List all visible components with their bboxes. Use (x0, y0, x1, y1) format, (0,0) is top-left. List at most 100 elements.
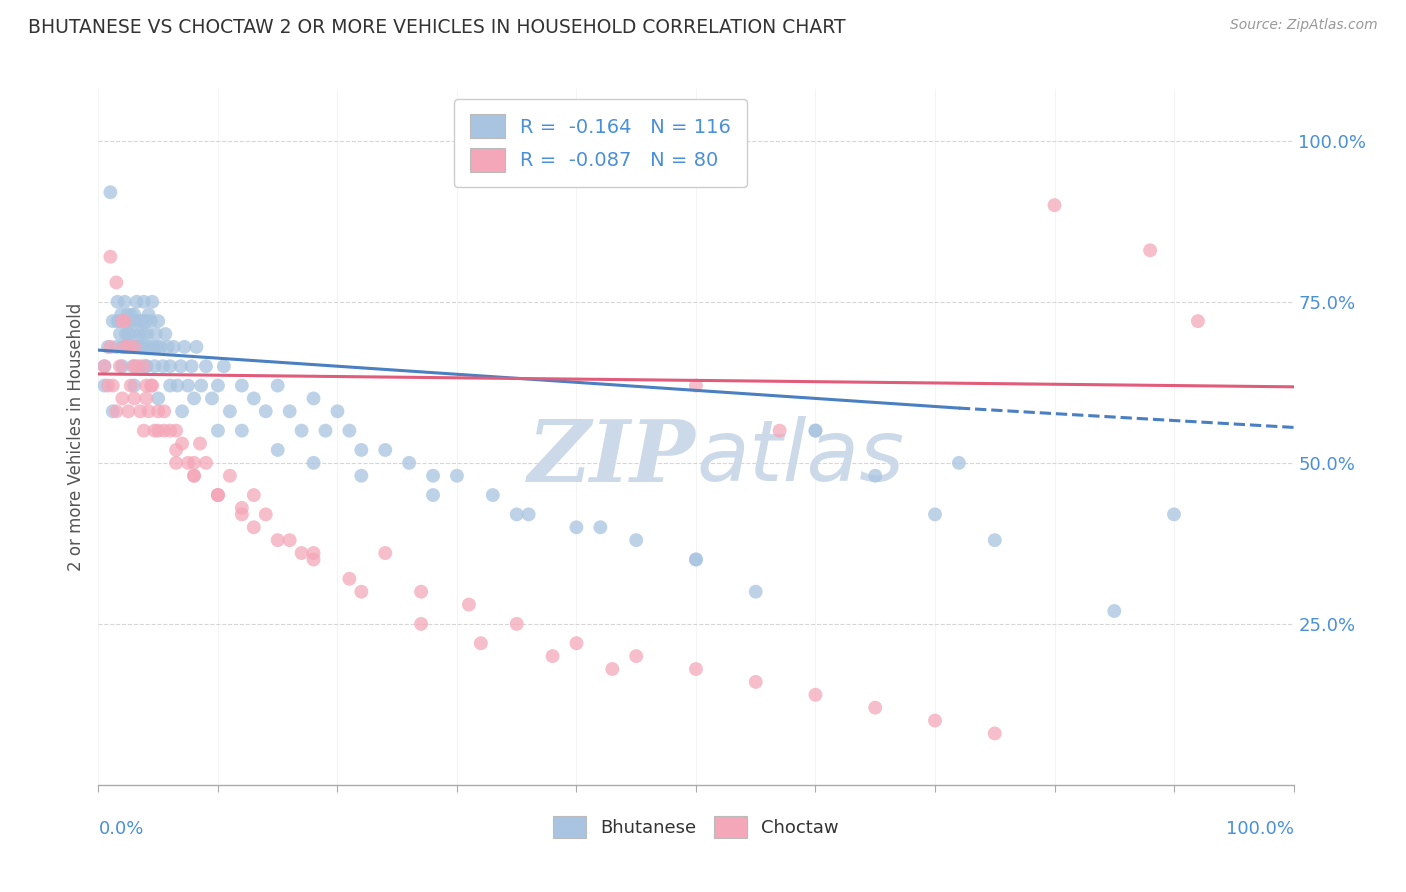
Point (108, 359, 131, 374)
Point (165, 442, 187, 457)
Point (117, 314, 139, 328)
Point (117, 340, 139, 354)
Point (125, 359, 148, 374)
Point (924, 508, 946, 522)
Point (180, 359, 202, 374)
Point (114, 314, 136, 328)
Point (458, 598, 481, 612)
Point (105, 404, 128, 418)
Point (374, 442, 396, 457)
Point (212, 359, 235, 374)
Point (139, 314, 162, 328)
Point (339, 424, 361, 438)
Point (110, 308, 132, 322)
Point (135, 378, 157, 392)
Point (195, 359, 218, 374)
Point (121, 340, 143, 354)
Point (101, 404, 124, 418)
Point (115, 308, 138, 322)
Point (121, 314, 143, 328)
Point (117, 404, 139, 418)
Point (685, 662, 707, 676)
Point (219, 468, 242, 483)
Point (129, 404, 152, 418)
Point (207, 488, 229, 502)
Point (326, 404, 349, 418)
Point (565, 520, 588, 534)
Point (153, 404, 176, 418)
Text: 100.0%: 100.0% (1226, 820, 1294, 838)
Point (93, 359, 115, 374)
Point (124, 359, 146, 374)
Point (291, 546, 314, 560)
Point (111, 340, 134, 354)
Point (111, 359, 134, 374)
Point (231, 508, 253, 522)
Text: ZIP: ZIP (529, 417, 696, 500)
Point (125, 294, 148, 309)
Legend: Bhutanese, Choctaw: Bhutanese, Choctaw (546, 809, 846, 846)
Point (98, 340, 122, 354)
Point (589, 520, 612, 534)
Point (134, 340, 156, 354)
Point (98, 186, 122, 200)
Point (142, 340, 165, 354)
Point (108, 326, 131, 341)
Point (190, 378, 212, 392)
Point (124, 340, 146, 354)
Point (602, 662, 624, 676)
Point (302, 392, 325, 406)
Point (207, 488, 229, 502)
Point (398, 456, 420, 470)
Point (350, 442, 373, 457)
Point (517, 508, 540, 522)
Point (124, 340, 146, 354)
Point (135, 359, 157, 374)
Point (183, 392, 205, 406)
Point (101, 378, 124, 392)
Point (1163, 508, 1185, 522)
Point (155, 326, 177, 341)
Point (132, 359, 155, 374)
Point (163, 340, 186, 354)
Point (111, 392, 134, 406)
Point (243, 488, 266, 502)
Point (267, 378, 290, 392)
Text: atlas: atlas (696, 417, 904, 500)
Point (231, 378, 253, 392)
Point (124, 392, 146, 406)
Point (339, 572, 361, 586)
Point (159, 359, 181, 374)
Point (745, 674, 768, 689)
Point (350, 584, 373, 599)
Point (1043, 198, 1066, 212)
Point (302, 546, 325, 560)
Point (804, 424, 827, 438)
Point (118, 326, 141, 341)
Point (278, 533, 301, 548)
Point (1104, 604, 1126, 618)
Point (267, 533, 290, 548)
Point (129, 314, 152, 328)
Point (135, 314, 157, 328)
Point (170, 359, 193, 374)
Point (470, 636, 492, 650)
Point (626, 649, 648, 664)
Point (111, 314, 134, 328)
Point (411, 616, 433, 631)
Point (231, 500, 253, 515)
Point (120, 378, 142, 392)
Point (685, 378, 707, 392)
Point (132, 294, 155, 309)
Point (924, 714, 946, 728)
Point (128, 326, 150, 341)
Point (141, 378, 163, 392)
Point (97, 378, 120, 392)
Point (565, 636, 588, 650)
Point (685, 552, 707, 566)
Point (148, 314, 170, 328)
Point (254, 508, 277, 522)
Point (114, 340, 136, 354)
Point (138, 308, 160, 322)
Point (1187, 314, 1209, 328)
